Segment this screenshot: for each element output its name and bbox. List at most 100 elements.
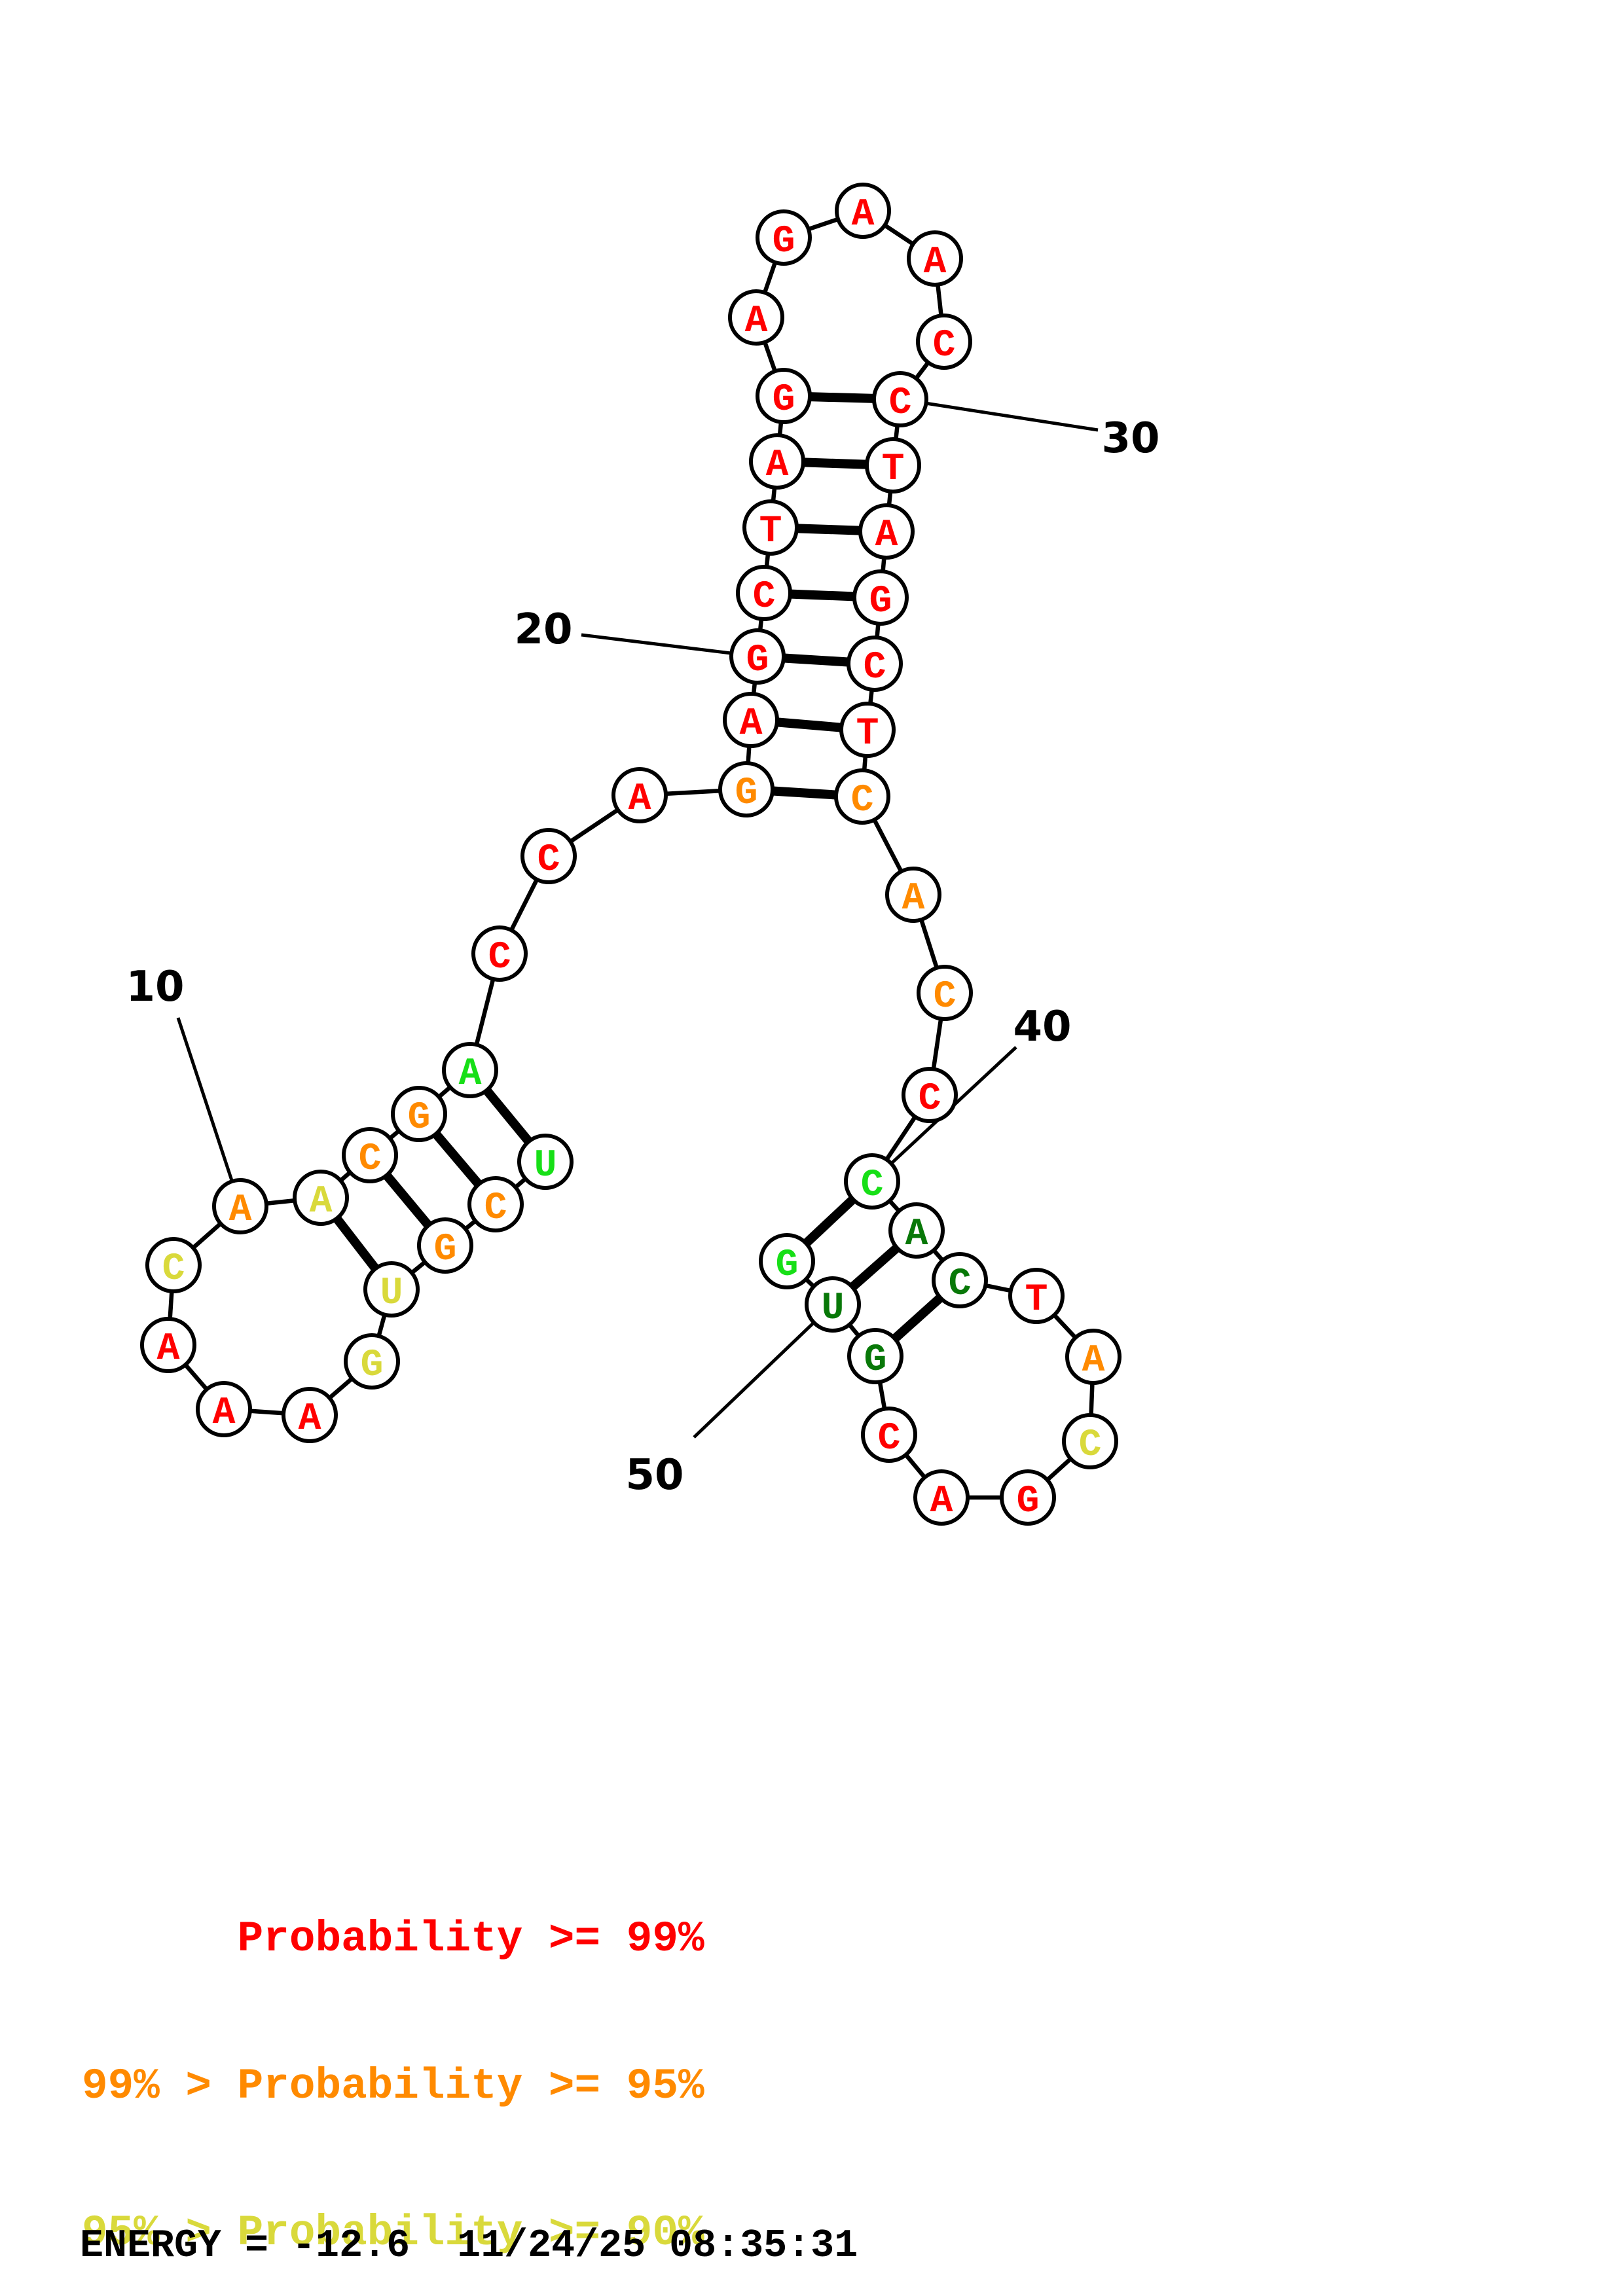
nucleotide-circle-34	[847, 636, 903, 692]
nucleotide-base-49-G: G	[864, 1339, 887, 1382]
nucleotide-circle-44	[1065, 1329, 1122, 1385]
nucleotide-circle-35	[839, 702, 896, 758]
nucleotide-base-25-A: A	[745, 300, 768, 343]
nucleotide-circle-39	[902, 1067, 958, 1123]
nucleotide-circle-7	[196, 1381, 252, 1437]
nucleotide-base-30-C: C	[889, 382, 912, 425]
nucleotide-base-40-C: C	[861, 1164, 884, 1207]
nucleotide-circle-23	[749, 433, 805, 490]
nucleotide-circle-46	[1000, 1469, 1056, 1526]
nucleotide-circle-26	[756, 209, 812, 266]
nucleotide-base-41-A: A	[905, 1213, 928, 1256]
nucleotide-circle-13	[391, 1086, 447, 1142]
nucleotide-base-33-G: G	[869, 581, 892, 623]
nucleotide-circle-12	[342, 1127, 398, 1183]
probability-legend: Probability >= 99% 99% > Probability >= …	[82, 1817, 704, 2296]
nucleotide-base-1-U: U	[534, 1145, 557, 1187]
nucleotide-circle-32	[858, 503, 915, 560]
nucleotide-base-32-A: A	[875, 514, 898, 557]
nucleotide-circle-20	[729, 628, 786, 685]
nucleotide-base-39-C: C	[919, 1078, 941, 1121]
legend-row-1: Probability >= 99%	[82, 1914, 704, 1964]
nucleotide-circle-2	[467, 1176, 524, 1232]
nucleotide-base-18-G: G	[735, 772, 758, 815]
nucleotide-base-4-U: U	[380, 1272, 403, 1315]
nucleotide-circle-9	[145, 1237, 202, 1293]
nucleotide-base-38-C: C	[934, 976, 957, 1018]
nucleotide-base-27-A: A	[852, 194, 875, 236]
nucleotide-circle-16	[520, 828, 577, 884]
nucleotide-base-14-A: A	[459, 1053, 482, 1096]
nucleotide-circle-41	[888, 1202, 945, 1259]
nucleotide-base-12-C: C	[359, 1138, 382, 1181]
nucleotide-circle-24	[756, 368, 812, 424]
label-pointer-line	[900, 397, 1099, 432]
nucleotide-circle-28	[907, 230, 963, 287]
nucleotide-circle-43	[1008, 1268, 1065, 1324]
nucleotide-base-20-G: G	[746, 639, 769, 682]
nucleotide-base-26-G: G	[773, 221, 795, 263]
nucleotide-circle-40	[844, 1153, 900, 1210]
nucleotide-circle-1	[517, 1134, 574, 1190]
nucleotide-circle-51	[759, 1233, 815, 1289]
nucleotide-base-10-A: A	[229, 1189, 252, 1232]
nucleotide-base-24-G: G	[773, 379, 795, 422]
nucleotide-circle-49	[847, 1328, 903, 1384]
nucleotide-circle-25	[728, 289, 784, 346]
nucleotide-base-45-C: C	[1079, 1424, 1102, 1467]
nucleotide-base-3-G: G	[434, 1229, 457, 1271]
nucleotide-base-51-G: G	[776, 1244, 799, 1287]
label-pointer-line	[693, 1303, 834, 1439]
sequence-position-label-30: 30	[1101, 414, 1159, 463]
nucleotide-base-43-T: T	[1025, 1279, 1048, 1321]
nucleotide-circle-33	[852, 569, 909, 626]
nucleotide-circle-17	[611, 767, 668, 823]
nucleotide-base-5-G: G	[361, 1344, 384, 1387]
nucleotide-circle-11	[293, 1170, 349, 1226]
nucleotide-base-29-C: C	[933, 325, 956, 367]
nucleotide-base-35-T: T	[856, 713, 879, 755]
nucleotide-base-47-A: A	[930, 1480, 953, 1523]
nucleotide-base-19-A: A	[740, 703, 763, 745]
nucleotide-base-8-A: A	[157, 1328, 180, 1371]
nucleotide-base-7-A: A	[213, 1392, 236, 1435]
nucleotide-base-50-U: U	[822, 1287, 845, 1330]
legend-row-3: 95% > Probability >= 90%	[82, 2208, 704, 2258]
nucleotide-base-22-T: T	[759, 511, 782, 553]
nucleotide-base-37-A: A	[902, 878, 925, 920]
nucleotide-base-36-C: C	[851, 780, 874, 822]
nucleotide-circle-27	[835, 183, 891, 239]
nucleotide-base-23-A: A	[766, 444, 789, 487]
nucleotide-base-2-C: C	[484, 1187, 507, 1230]
nucleotide-circle-36	[834, 768, 890, 825]
nucleotide-base-15-C: C	[488, 937, 511, 979]
label-pointer-line	[176, 1017, 242, 1207]
nucleotide-circle-22	[742, 499, 799, 556]
nucleotide-base-6-A: A	[299, 1398, 321, 1441]
sequence-position-label-10: 10	[126, 963, 184, 1011]
energy-readout: ENERGY = -12.6 11/24/25 08:35:31	[80, 2224, 858, 2269]
nucleotide-base-34-C: C	[864, 647, 886, 689]
nucleotide-base-11-A: A	[310, 1181, 333, 1223]
nucleotide-circle-4	[363, 1261, 420, 1318]
nucleotide-circle-29	[916, 314, 972, 370]
nucleotide-base-9-C: C	[162, 1248, 185, 1291]
nucleotide-circle-3	[417, 1217, 473, 1274]
nucleotide-base-44-A: A	[1082, 1340, 1105, 1382]
nucleotide-base-17-A: A	[629, 778, 651, 821]
sequence-position-label-40: 40	[1013, 1003, 1071, 1051]
nucleotide-base-13-G: G	[408, 1097, 431, 1139]
nucleotide-base-48-C: C	[878, 1418, 901, 1460]
nucleotide-circle-38	[917, 965, 973, 1021]
nucleotide-circle-18	[718, 761, 775, 817]
nucleotide-circle-42	[932, 1252, 988, 1308]
nucleotide-circle-21	[736, 565, 792, 621]
nucleotide-circle-19	[723, 692, 779, 748]
nucleotide-circle-30	[872, 371, 928, 427]
nucleotide-base-21-C: C	[753, 576, 776, 619]
label-pointer-line	[581, 633, 758, 658]
nucleotide-circle-15	[471, 925, 528, 982]
nucleotide-base-28-A: A	[924, 242, 947, 284]
